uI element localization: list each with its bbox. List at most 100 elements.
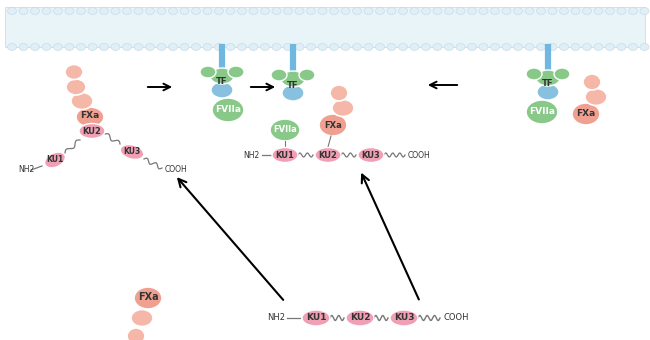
Ellipse shape bbox=[491, 44, 499, 51]
Ellipse shape bbox=[299, 69, 315, 81]
Ellipse shape bbox=[65, 65, 83, 80]
Text: KU3: KU3 bbox=[394, 313, 414, 323]
Ellipse shape bbox=[203, 7, 212, 15]
Ellipse shape bbox=[502, 44, 511, 51]
Ellipse shape bbox=[8, 44, 16, 51]
Ellipse shape bbox=[467, 44, 476, 51]
Ellipse shape bbox=[617, 7, 626, 15]
Ellipse shape bbox=[364, 44, 373, 51]
Text: KU3: KU3 bbox=[361, 151, 380, 159]
Ellipse shape bbox=[410, 7, 419, 15]
Ellipse shape bbox=[134, 44, 143, 51]
Ellipse shape bbox=[31, 44, 40, 51]
Ellipse shape bbox=[261, 7, 270, 15]
Ellipse shape bbox=[582, 44, 592, 51]
Ellipse shape bbox=[341, 7, 350, 15]
Ellipse shape bbox=[352, 7, 361, 15]
Ellipse shape bbox=[88, 44, 97, 51]
Ellipse shape bbox=[214, 7, 224, 15]
Ellipse shape bbox=[526, 68, 542, 80]
Ellipse shape bbox=[514, 7, 523, 15]
Text: KU2: KU2 bbox=[350, 313, 370, 323]
Ellipse shape bbox=[127, 328, 145, 340]
Ellipse shape bbox=[283, 7, 292, 15]
Ellipse shape bbox=[99, 44, 109, 51]
Ellipse shape bbox=[77, 44, 86, 51]
Ellipse shape bbox=[364, 7, 373, 15]
Text: FXa: FXa bbox=[138, 292, 159, 302]
Ellipse shape bbox=[271, 69, 287, 81]
Ellipse shape bbox=[330, 85, 348, 101]
Ellipse shape bbox=[315, 148, 341, 163]
Ellipse shape bbox=[318, 44, 327, 51]
Ellipse shape bbox=[210, 68, 234, 84]
Ellipse shape bbox=[433, 44, 442, 51]
Ellipse shape bbox=[53, 44, 62, 51]
Ellipse shape bbox=[203, 44, 212, 51]
Ellipse shape bbox=[560, 7, 569, 15]
Ellipse shape bbox=[200, 66, 216, 78]
Ellipse shape bbox=[536, 7, 545, 15]
Ellipse shape bbox=[445, 44, 454, 51]
Ellipse shape bbox=[617, 44, 626, 51]
Ellipse shape bbox=[629, 44, 638, 51]
Ellipse shape bbox=[134, 287, 162, 309]
Text: FVIIa: FVIIa bbox=[529, 107, 555, 117]
Ellipse shape bbox=[99, 7, 109, 15]
Ellipse shape bbox=[88, 7, 97, 15]
Ellipse shape bbox=[192, 7, 200, 15]
Text: COOH: COOH bbox=[408, 151, 431, 159]
Ellipse shape bbox=[376, 44, 385, 51]
Ellipse shape bbox=[332, 100, 354, 117]
Ellipse shape bbox=[433, 7, 442, 15]
Ellipse shape bbox=[249, 7, 258, 15]
Ellipse shape bbox=[157, 44, 166, 51]
Ellipse shape bbox=[19, 44, 28, 51]
Ellipse shape bbox=[212, 98, 244, 122]
Ellipse shape bbox=[594, 44, 603, 51]
Ellipse shape bbox=[571, 44, 580, 51]
Ellipse shape bbox=[341, 44, 350, 51]
Ellipse shape bbox=[65, 44, 74, 51]
Ellipse shape bbox=[502, 7, 511, 15]
Ellipse shape bbox=[421, 44, 430, 51]
Text: KU1: KU1 bbox=[306, 313, 326, 323]
Ellipse shape bbox=[560, 44, 569, 51]
Ellipse shape bbox=[131, 309, 153, 326]
Ellipse shape bbox=[42, 7, 51, 15]
Ellipse shape bbox=[536, 70, 560, 86]
Ellipse shape bbox=[77, 7, 86, 15]
Ellipse shape bbox=[19, 7, 28, 15]
Ellipse shape bbox=[237, 7, 246, 15]
Text: KU2: KU2 bbox=[83, 126, 101, 136]
Ellipse shape bbox=[249, 44, 258, 51]
Ellipse shape bbox=[211, 82, 233, 98]
Text: KU3: KU3 bbox=[124, 148, 140, 156]
Ellipse shape bbox=[514, 44, 523, 51]
Ellipse shape bbox=[226, 44, 235, 51]
Ellipse shape bbox=[398, 7, 408, 15]
Ellipse shape bbox=[330, 7, 339, 15]
Text: TF: TF bbox=[216, 78, 228, 86]
Text: FVIIa: FVIIa bbox=[273, 125, 297, 135]
Text: KU1: KU1 bbox=[46, 155, 64, 165]
Ellipse shape bbox=[282, 85, 304, 101]
Ellipse shape bbox=[640, 7, 649, 15]
Ellipse shape bbox=[548, 7, 557, 15]
Ellipse shape bbox=[491, 7, 499, 15]
Ellipse shape bbox=[525, 44, 534, 51]
Ellipse shape bbox=[122, 44, 131, 51]
Ellipse shape bbox=[146, 44, 155, 51]
Ellipse shape bbox=[66, 79, 86, 95]
Ellipse shape bbox=[122, 7, 131, 15]
Ellipse shape bbox=[352, 44, 361, 51]
Ellipse shape bbox=[168, 44, 177, 51]
Ellipse shape bbox=[295, 44, 304, 51]
Text: FXa: FXa bbox=[577, 109, 595, 119]
Text: KU2: KU2 bbox=[318, 151, 337, 159]
Ellipse shape bbox=[479, 7, 488, 15]
Ellipse shape bbox=[582, 7, 592, 15]
Ellipse shape bbox=[134, 7, 143, 15]
Text: COOH: COOH bbox=[443, 313, 469, 323]
Ellipse shape bbox=[79, 123, 105, 138]
